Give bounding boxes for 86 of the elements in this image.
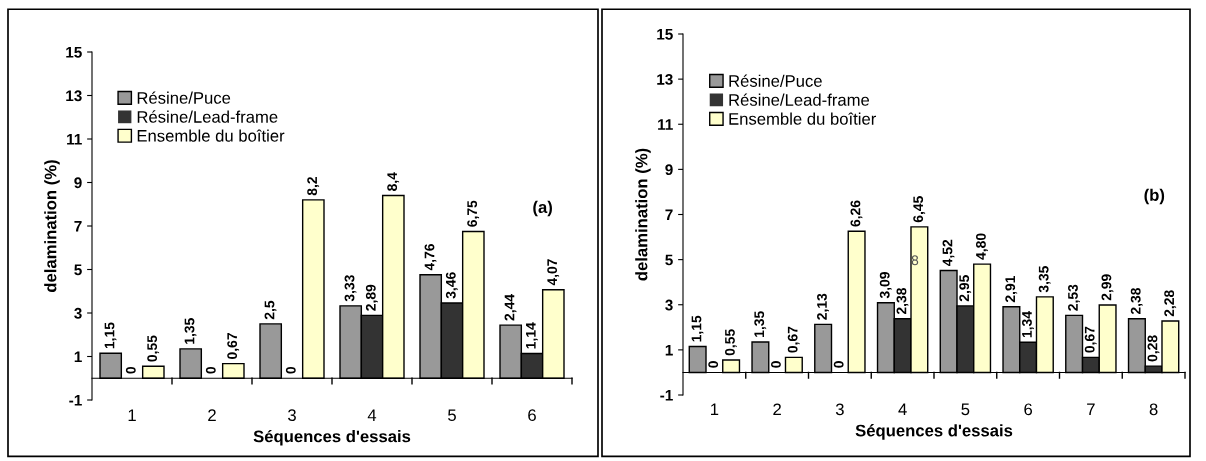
data-label: 2,28 <box>1164 290 1177 317</box>
data-label: 6,26 <box>850 200 863 227</box>
data-label: 0 <box>285 366 296 374</box>
x-tick-label: 4 <box>898 403 907 416</box>
data-label: 0,28 <box>1147 335 1160 362</box>
data-label: 4,76 <box>424 244 437 271</box>
y-tick-label: 9 <box>74 177 82 189</box>
data-label: 2,95 <box>959 275 972 302</box>
data-label: 0,67 <box>787 326 800 353</box>
x-tick-label: 6 <box>528 409 536 422</box>
data-label: 4,80 <box>976 233 988 260</box>
data-label: 8,2 <box>307 176 320 196</box>
x-tick-label: 4 <box>367 409 377 421</box>
annotation: (a) <box>533 200 552 217</box>
data-label: 0 <box>771 361 781 368</box>
data-label: 0,55 <box>147 335 160 362</box>
data-label: 0 <box>708 361 719 368</box>
y-tick-label: 1 <box>74 351 82 363</box>
data-label: 3,09 <box>879 272 892 299</box>
data-label: 0,67 <box>1084 326 1097 353</box>
y-tick-label: 11 <box>658 119 673 130</box>
x-tick-label: 3 <box>835 403 844 416</box>
data-label: 2,53 <box>1068 284 1080 311</box>
data-label: 1,35 <box>754 311 767 337</box>
x-tick-label: 6 <box>1024 403 1033 416</box>
data-label: 1,14 <box>526 322 538 349</box>
y-tick-label: 9 <box>665 164 673 176</box>
x-tick-label: 3 <box>288 409 296 422</box>
data-label: 2,44 <box>504 294 517 321</box>
data-label: 6,45 <box>913 196 926 223</box>
y-tick-label: 15 <box>657 29 673 40</box>
data-label: 0 <box>205 366 216 374</box>
data-label: 3,46 <box>445 272 458 299</box>
data-label: 1,35 <box>184 318 197 344</box>
data-label: 2,99 <box>1101 274 1114 301</box>
legend-label: Ensemble du boîtier <box>729 112 877 125</box>
y-tick-label: -1 <box>69 395 82 406</box>
data-label: 4,52 <box>942 239 955 267</box>
x-tick-label: 8 <box>1149 403 1158 416</box>
data-label: 2,13 <box>817 293 829 320</box>
data-label: 8,4 <box>387 172 400 191</box>
legend-label: Résine/Puce <box>729 74 822 87</box>
y-tick-label: 13 <box>66 90 82 102</box>
y-tick-label: 1 <box>665 344 673 356</box>
y-tick-label: 3 <box>74 307 82 319</box>
data-label: 4,07 <box>547 259 560 286</box>
data-label: 0 <box>125 366 136 374</box>
x-tick-label: 2 <box>773 403 781 416</box>
x-tick-label: 1 <box>711 403 719 416</box>
y-tick-label: 7 <box>665 209 673 221</box>
y-tick-label: 5 <box>74 264 82 276</box>
annotation: (b) <box>1144 188 1165 205</box>
y-tick-label: 3 <box>665 299 673 311</box>
y-tick-label: 5 <box>665 254 673 266</box>
x-tick-label: 5 <box>961 403 970 416</box>
data-label: 1,15 <box>691 315 704 342</box>
y-tick-label: 13 <box>657 73 673 85</box>
y-tick-label: -1 <box>660 390 673 401</box>
x-tick-label: 5 <box>448 409 456 422</box>
data-label: 1,15 <box>104 322 117 349</box>
legend-label: Résine/Lead-frame <box>729 93 870 106</box>
data-label: 6,75 <box>467 200 480 227</box>
y-tick-label: 7 <box>74 221 82 232</box>
data-label: 2,38 <box>896 287 909 315</box>
data-label: 2,91 <box>1005 275 1018 303</box>
x-tick-label: 1 <box>128 409 136 421</box>
x-tick-label: 2 <box>208 409 216 421</box>
data-label: 1,34 <box>1022 311 1034 338</box>
x-tick-label: 7 <box>1087 403 1095 416</box>
data-label: 3,33 <box>344 275 357 302</box>
y-tick-label: 15 <box>66 47 82 58</box>
x-axis-title: Séquences d'essais <box>855 424 1013 440</box>
data-label: 0 <box>833 361 844 368</box>
data-label: 0,55 <box>725 329 737 356</box>
legend-label: Résine/Puce <box>137 91 231 104</box>
data-label: 2,5 <box>264 300 277 320</box>
data-label: 2,38 <box>1130 287 1143 315</box>
data-label: 3,35 <box>1038 266 1051 293</box>
y-tick-label: 11 <box>67 134 82 145</box>
y-axis-title: delamination (%) <box>44 160 60 292</box>
legend-label: Ensemble du boîtier <box>137 129 285 142</box>
legend-label: Résine/Lead-frame <box>137 110 278 123</box>
data-label: 2,89 <box>365 284 378 311</box>
x-axis-title: Séquences d'essais <box>253 429 411 446</box>
data-label: 0,67 <box>227 333 240 359</box>
y-axis-title: delamination (%) <box>635 148 651 281</box>
